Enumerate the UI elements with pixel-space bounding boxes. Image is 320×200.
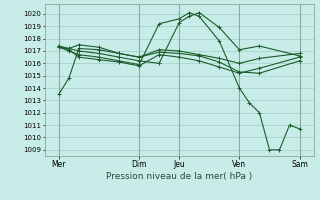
X-axis label: Pression niveau de la mer( hPa ): Pression niveau de la mer( hPa ) (106, 172, 252, 181)
